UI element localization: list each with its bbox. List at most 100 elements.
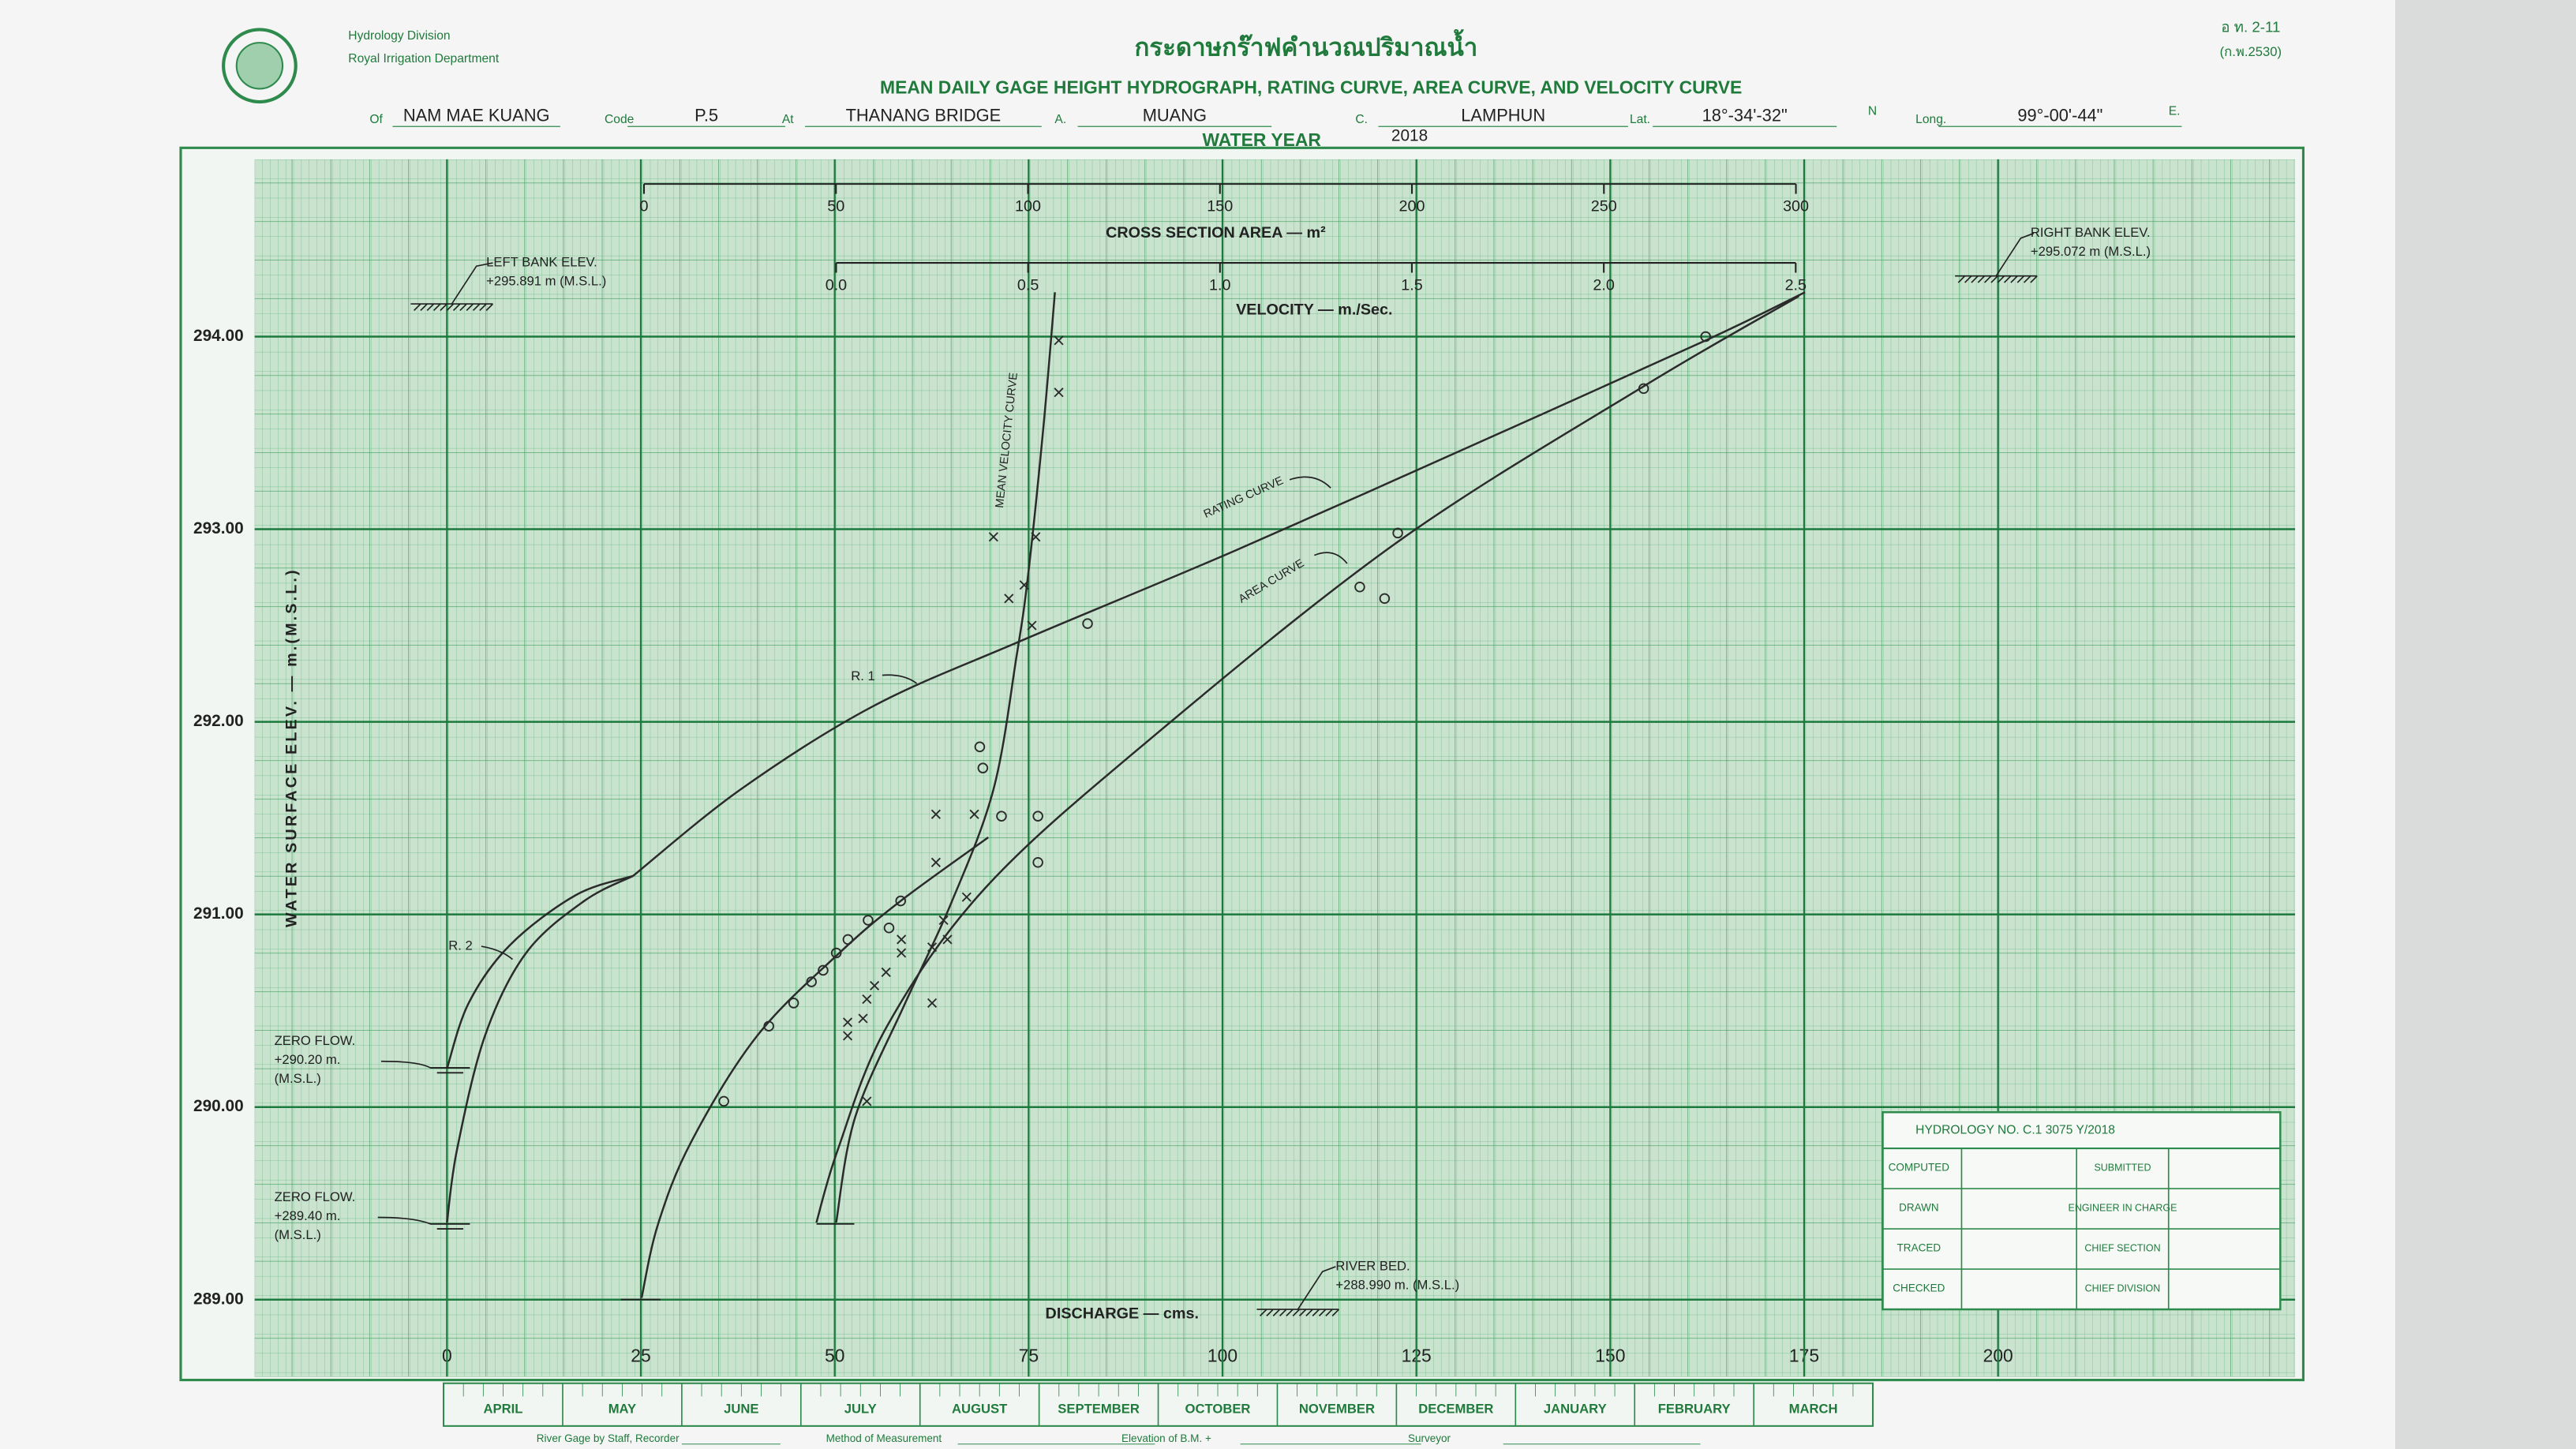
- y-tick-label: 290.00: [193, 1097, 244, 1115]
- measurement-point: [818, 964, 829, 976]
- measurement-point: [1392, 527, 1403, 539]
- measurement-point: [842, 934, 854, 945]
- measurement-point: [1354, 581, 1365, 593]
- annotation: R. 1: [851, 668, 875, 683]
- water-year-label: WATER YEAR: [1202, 129, 1321, 150]
- field-value: LAMPHUN: [1461, 106, 1545, 125]
- table-cell: CHIEF SECTION: [2084, 1242, 2160, 1253]
- table-cell: DRAWN: [1899, 1202, 1939, 1214]
- measurement-point: [870, 980, 880, 991]
- measurement-point: [942, 934, 953, 945]
- measurement-point: [969, 809, 979, 819]
- field-value: 18°-34'-32": [1702, 106, 1788, 125]
- annotation: +295.891 m (M.S.L.): [486, 273, 606, 288]
- curve: [835, 292, 1056, 1223]
- tick-label: 300: [1783, 198, 1809, 215]
- annotation: RIVER BED.: [1335, 1258, 1410, 1273]
- annotation: +295.072 m (M.S.L.): [2031, 244, 2151, 259]
- ground-symbol: [1955, 275, 2038, 283]
- measurement-point: [974, 741, 986, 753]
- measurement-point: [961, 892, 972, 902]
- field-label: Long.: [1915, 113, 1946, 126]
- curve: [446, 874, 634, 1223]
- tick-label: 0.0: [826, 276, 847, 294]
- measurement-point: [842, 1031, 853, 1041]
- leader: [380, 1060, 470, 1069]
- measurement-point: [1638, 383, 1649, 395]
- table-cell: CHECKED: [1893, 1282, 1945, 1294]
- month-label: JUNE: [724, 1401, 758, 1416]
- field-value: MUANG: [1143, 106, 1207, 125]
- x-axis-title: DISCHARGE — cms.: [1046, 1305, 1199, 1323]
- annotation: RIGHT BANK ELEV.: [2031, 225, 2151, 240]
- measurement-point: [1700, 331, 1711, 343]
- leader: [1995, 232, 2035, 277]
- leader: [481, 945, 514, 960]
- leader: [882, 674, 918, 684]
- measurement-point: [996, 811, 1007, 822]
- measurement-point: [806, 976, 817, 987]
- ground-symbol: [1256, 1309, 1340, 1316]
- measurement-point: [1054, 335, 1064, 346]
- tick-label: 1.5: [1401, 276, 1422, 294]
- tick-label: 250: [1591, 198, 1617, 215]
- month-label: DECEMBER: [1418, 1401, 1493, 1416]
- measurement-point: [927, 942, 938, 953]
- curve: [632, 291, 1806, 877]
- logo: [222, 28, 298, 104]
- month-label: FEBRUARY: [1658, 1401, 1731, 1416]
- table-cell: ENGINEER IN CHARGE: [2069, 1202, 2177, 1213]
- field-label: C.: [1355, 113, 1368, 126]
- measurement-point: [1019, 580, 1029, 590]
- tick-label: 0.5: [1017, 276, 1039, 294]
- measurement-point: [1031, 532, 1041, 542]
- measurement-point: [897, 934, 907, 945]
- measurement-point: [988, 532, 998, 542]
- tick-label: 2.0: [1593, 276, 1614, 294]
- annotation: ZERO FLOW.: [275, 1033, 356, 1048]
- measurement-point: [1082, 618, 1093, 629]
- ground-symbol: [410, 303, 494, 312]
- measurement-point: [1032, 811, 1043, 822]
- measurement-point: [1054, 388, 1064, 398]
- field-value: NAM MAE KUANG: [403, 106, 550, 125]
- measurement-point: [788, 998, 799, 1009]
- chart-title: MEAN DAILY GAGE HEIGHT HYDROGRAPH, RATIN…: [880, 77, 1742, 97]
- leader: [1313, 552, 1348, 564]
- tick-label: 1.0: [1209, 276, 1230, 294]
- field-label: Code: [605, 113, 634, 126]
- curve: [446, 874, 634, 1069]
- field-value: 99°-00'-44": [2017, 106, 2102, 125]
- org-line: Hydrology Division: [348, 29, 450, 43]
- measurement-point: [930, 809, 941, 819]
- field-value: THANANG BRIDGE: [846, 106, 1002, 125]
- measurement-point: [895, 895, 906, 907]
- measurement-point: [977, 762, 989, 773]
- table-title: HYDROLOGY NO. C.1 3075 Y/2018: [1915, 1123, 2115, 1136]
- measurement-point: [858, 1013, 868, 1024]
- measurement-point: [881, 967, 891, 977]
- annotation: +288.990 m. (M.S.L.): [1335, 1277, 1459, 1292]
- measurement-point: [1032, 856, 1043, 868]
- footer-label: Method of Measurement: [826, 1432, 942, 1444]
- measurement-point: [1004, 593, 1014, 604]
- measurement-point: [763, 1020, 774, 1032]
- annotation: +290.20 m.: [275, 1052, 341, 1067]
- measurement-point: [897, 948, 907, 958]
- month-label: JANUARY: [1544, 1401, 1607, 1416]
- month-label: OCTOBER: [1185, 1401, 1251, 1416]
- leader: [377, 1216, 470, 1225]
- y-tick-label: 293.00: [193, 519, 244, 537]
- tick-label: 2.5: [1785, 276, 1807, 294]
- axis-title: CROSS SECTION AREA — m²: [1106, 224, 1326, 242]
- table-frame: [1881, 1111, 2282, 1311]
- month-label: AUGUST: [952, 1401, 1007, 1416]
- y-tick-label: 289.00: [193, 1290, 244, 1308]
- field-label: At: [782, 113, 794, 126]
- leader: [451, 262, 493, 305]
- tick-label: 100: [1015, 198, 1041, 215]
- footer-label: Elevation of B.M. +: [1121, 1432, 1211, 1444]
- tick-label: 150: [1207, 198, 1233, 215]
- y-tick-label: 291.00: [193, 904, 244, 923]
- table-cell: COMPUTED: [1889, 1162, 1950, 1174]
